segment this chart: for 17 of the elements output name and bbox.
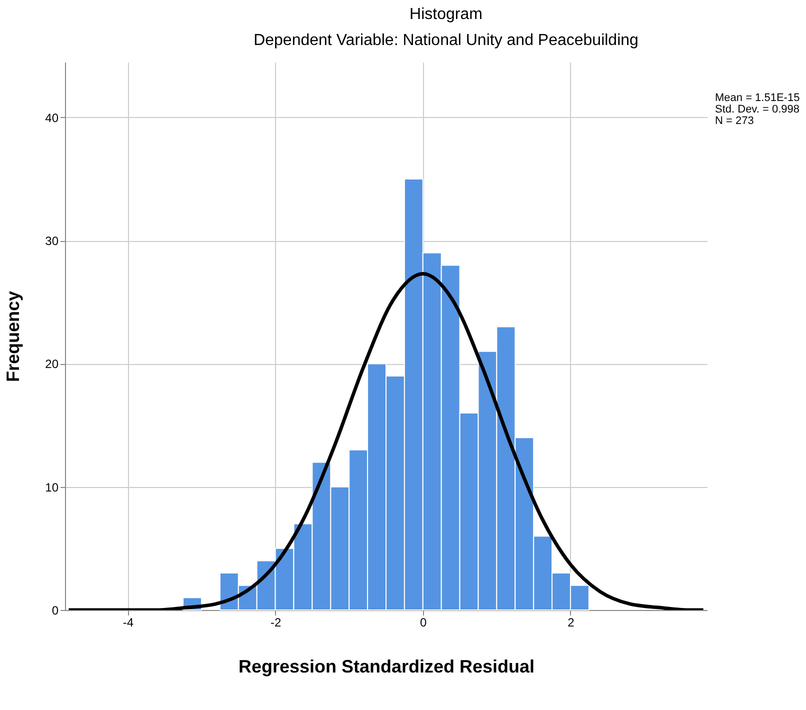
chart-subtitle: Dependent Variable: National Unity and Peacebuilding [254,32,638,49]
x-tick-label: -4 [122,616,134,630]
chart-title: Histogram [410,6,482,23]
y-tick-label: 40 [45,110,59,125]
text: Mean = 1.51E-15 [715,92,800,104]
y-tick-label: 20 [45,357,59,372]
y-tick-label: 30 [45,234,59,248]
y-tick-label: 10 [45,480,59,494]
y-tick-label: 0 [52,604,59,618]
x-tick-label: 2 [568,616,575,630]
x-tick-label: 0 [420,616,428,630]
x-tick-label: -2 [270,616,282,630]
y-axis-title: Frequency [3,290,24,382]
text: N = 273 [715,115,754,127]
text: Std. Dev. = 0.998 [715,104,800,116]
x-axis-title: Regression Standardized Residual [238,656,535,676]
line-series [66,272,706,610]
